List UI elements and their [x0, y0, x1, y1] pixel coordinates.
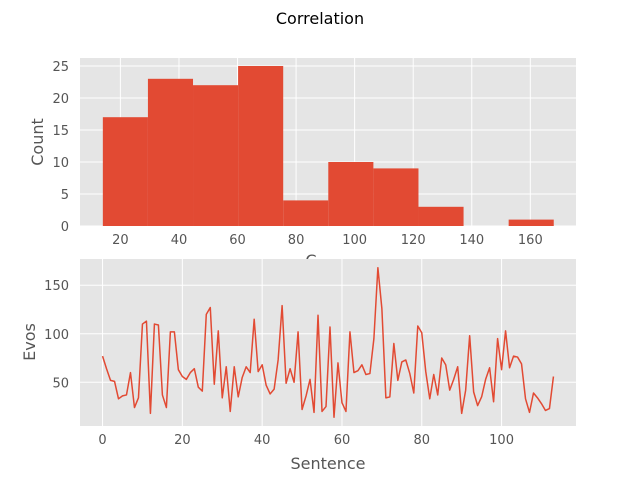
histogram-bar: [418, 206, 464, 226]
line-x-tick-label: 60: [334, 433, 351, 448]
line-ticks: 0 20 40 60 80 100 50 100 150: [44, 279, 514, 448]
line-x-tick-label: 80: [413, 433, 430, 448]
histogram-ticks: 20 40 60 80 100 120 140 160 0 5 10 15 20 25: [52, 60, 542, 248]
evos-series-line: [101, 266, 555, 419]
histogram-bar: [508, 219, 554, 226]
histogram-bar: [102, 117, 148, 226]
histogram-x-tick-label: 80: [288, 233, 305, 248]
histogram-x-tick-label: 120: [401, 233, 426, 248]
line-x-tick-label: 100: [489, 433, 514, 448]
line-y-tick-label: 150: [44, 279, 69, 294]
line-panel: 0 20 40 60 80 100 50 100 150 Evos Sentence: [20, 259, 576, 473]
histogram-bar: [193, 85, 239, 226]
histogram-x-tick-label: 20: [112, 233, 129, 248]
histogram-y-tick-label: 20: [52, 92, 69, 107]
histogram-ylabel: Count: [28, 118, 47, 166]
histogram-y-tick-label: 15: [52, 124, 69, 139]
line-x-tick-label: 20: [174, 433, 191, 448]
histogram-bars: [102, 66, 554, 226]
histogram-bar: [147, 78, 194, 226]
histogram-x-tick-label: 40: [171, 233, 188, 248]
line-x-tick-label: 0: [98, 433, 106, 448]
histogram-bar: [373, 168, 419, 226]
line-y-tick-label: 50: [52, 376, 69, 391]
line-x-tick-label: 40: [254, 433, 271, 448]
histogram-x-tick-label: 160: [518, 233, 543, 248]
line-xlabel: Sentence: [290, 454, 365, 473]
line-ylabel: Evos: [20, 323, 39, 361]
histogram-y-tick-label: 0: [61, 220, 69, 235]
line-series-group: [101, 266, 555, 419]
histogram-bar: [238, 66, 284, 226]
histogram-x-tick-label: 140: [459, 233, 484, 248]
histogram-x-tick-label: 100: [342, 233, 367, 248]
histogram-y-tick-label: 10: [52, 156, 69, 171]
histogram-x-tick-label: 60: [229, 233, 246, 248]
histogram-bar: [328, 162, 374, 226]
line-grid: [80, 259, 576, 426]
histogram-y-tick-label: 5: [61, 188, 69, 203]
line-y-tick-label: 100: [44, 328, 69, 343]
histogram-bar: [283, 200, 329, 226]
chart-title: Correlation: [276, 9, 364, 28]
histogram-y-tick-label: 25: [52, 60, 69, 75]
